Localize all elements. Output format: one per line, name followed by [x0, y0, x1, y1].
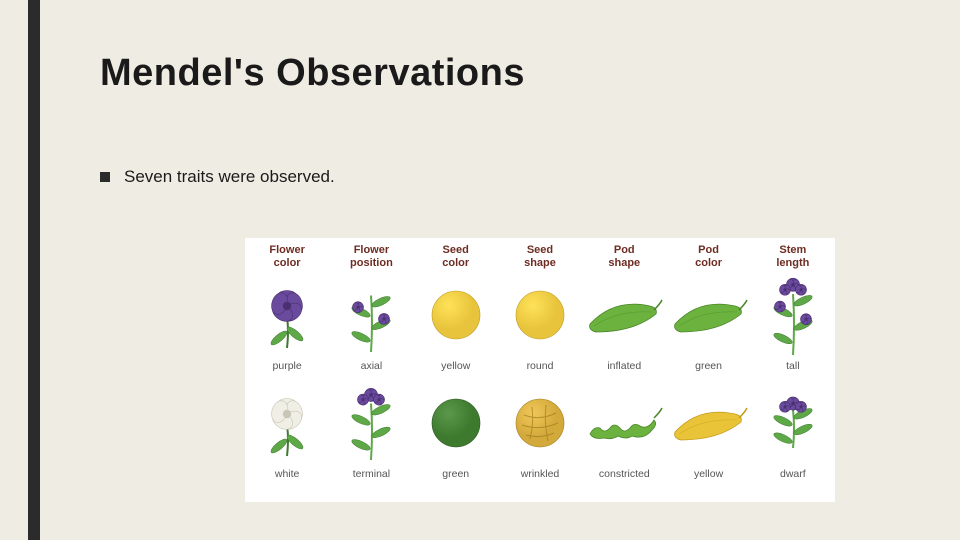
trait-column: Flowercolor purple white	[245, 238, 329, 502]
trait-column: Podshape inflated constricted	[582, 238, 666, 502]
trait-cell	[245, 270, 329, 360]
variant-label: purple	[273, 360, 302, 378]
trait-cell	[245, 378, 329, 468]
bullet-text: Seven traits were observed.	[124, 167, 335, 187]
seed-wrinkled-icon	[512, 395, 568, 451]
variant-label: axial	[361, 360, 383, 378]
pod-yellow-icon	[669, 400, 749, 446]
trait-cell	[582, 378, 666, 468]
column-header: Stemlength	[776, 244, 809, 270]
trait-column: Seedshape round wrinkled	[498, 238, 582, 502]
column-header: Flowercolor	[269, 244, 304, 270]
variant-label: green	[695, 360, 722, 378]
flower-white-icon	[255, 388, 319, 458]
variant-label: terminal	[353, 468, 390, 486]
trait-column: Podcolor green yellow	[666, 238, 750, 502]
trait-cell	[751, 270, 835, 360]
variant-label: tall	[786, 360, 799, 378]
trait-column: Stemlength tall dwarf	[751, 238, 835, 502]
variant-label: yellow	[441, 360, 470, 378]
slide-title: Mendel's Observations	[100, 52, 920, 95]
column-header: Seedshape	[524, 244, 556, 270]
flower-purple-icon	[255, 280, 319, 350]
variant-label: round	[527, 360, 554, 378]
trait-column: Seedcolor yellow green	[414, 238, 498, 502]
bullet-square-icon	[100, 172, 110, 182]
column-header: Podshape	[608, 244, 640, 270]
variant-label: green	[442, 468, 469, 486]
plant-terminal-icon	[341, 384, 401, 462]
column-header: Flowerposition	[350, 244, 393, 270]
seed-green-icon	[428, 395, 484, 451]
pod-green-icon	[669, 292, 749, 338]
column-header: Seedcolor	[442, 244, 469, 270]
seed-round-icon	[512, 287, 568, 343]
trait-cell	[751, 378, 835, 468]
bullet-item: Seven traits were observed.	[100, 167, 920, 187]
trait-cell	[582, 270, 666, 360]
trait-cell	[666, 270, 750, 360]
seed-yellow-icon	[428, 287, 484, 343]
column-header: Podcolor	[695, 244, 722, 270]
slide-content: Mendel's Observations Seven traits were …	[100, 52, 920, 187]
trait-cell	[666, 378, 750, 468]
variant-label: yellow	[694, 468, 723, 486]
trait-cell	[329, 270, 413, 360]
variant-label: constricted	[599, 468, 650, 486]
plant-axial-icon	[341, 276, 401, 354]
variant-label: inflated	[607, 360, 641, 378]
pod-inflated-icon	[584, 292, 664, 338]
trait-cell	[414, 270, 498, 360]
pod-constricted-icon	[584, 400, 664, 446]
trait-cell	[329, 378, 413, 468]
plant-tall-icon	[763, 273, 823, 357]
variant-label: dwarf	[780, 468, 806, 486]
trait-column: Flowerposition axial terminal	[329, 238, 413, 502]
trait-cell	[414, 378, 498, 468]
traits-chart: Flowercolor purple white Flowerposition axia…	[245, 238, 835, 502]
variant-label: wrinkled	[521, 468, 560, 486]
trait-cell	[498, 270, 582, 360]
plant-dwarf-icon	[763, 396, 823, 450]
variant-label: white	[275, 468, 300, 486]
accent-bar	[28, 0, 40, 540]
trait-cell	[498, 378, 582, 468]
